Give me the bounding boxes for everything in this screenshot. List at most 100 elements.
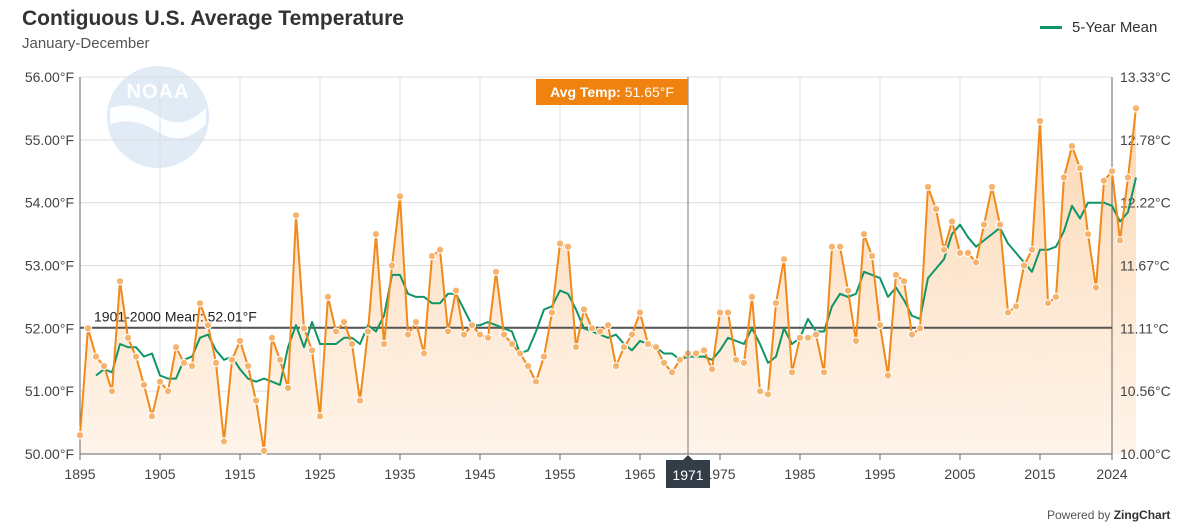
annual-point bbox=[947, 217, 957, 226]
annual-point bbox=[555, 239, 565, 248]
annual-point bbox=[403, 330, 413, 339]
annual-point bbox=[635, 308, 645, 317]
annual-point bbox=[979, 220, 989, 229]
annual-point bbox=[675, 355, 685, 364]
y-tick-label: 55.00°F bbox=[25, 132, 74, 148]
annual-point bbox=[1107, 167, 1117, 176]
annual-point bbox=[267, 333, 277, 342]
annual-point bbox=[1123, 173, 1133, 182]
annual-point bbox=[923, 182, 933, 192]
x-tick-label: 1945 bbox=[464, 466, 495, 482]
annual-point bbox=[131, 352, 141, 361]
annual-point bbox=[883, 371, 893, 380]
annual-point bbox=[1067, 142, 1077, 151]
legend-label-5-year-mean: 5-Year Mean bbox=[1072, 19, 1158, 36]
annual-point bbox=[827, 242, 837, 251]
annual-point bbox=[963, 248, 973, 257]
annual-point bbox=[283, 383, 293, 393]
annual-point bbox=[771, 299, 781, 308]
annual-point bbox=[659, 358, 669, 367]
annual-point bbox=[411, 317, 421, 327]
annual-point bbox=[1027, 245, 1037, 254]
annual-point bbox=[355, 396, 365, 405]
annual-point bbox=[1059, 173, 1069, 182]
annual-point bbox=[1003, 308, 1013, 317]
annual-point bbox=[739, 358, 749, 367]
annual-point bbox=[275, 355, 285, 364]
legend-item-5-year-mean[interactable]: 5-Year Mean bbox=[1040, 19, 1157, 36]
annual-point bbox=[171, 343, 181, 352]
x-tick-label: 1925 bbox=[304, 466, 335, 482]
reference-line-label: 1901-2000 Mean: 52.01°F bbox=[94, 309, 257, 325]
annual-point bbox=[179, 358, 189, 367]
annual-point bbox=[971, 258, 981, 267]
annual-point bbox=[507, 339, 517, 349]
annual-point bbox=[243, 361, 253, 371]
y-tick-label: 53.00°F bbox=[25, 258, 74, 274]
annual-point bbox=[227, 355, 237, 364]
powered-by[interactable]: Powered by ZingChart bbox=[1047, 508, 1170, 522]
annual-area-fill bbox=[80, 108, 1136, 455]
annual-point bbox=[891, 270, 901, 279]
annual-point bbox=[939, 245, 949, 254]
annual-point bbox=[475, 330, 485, 339]
annual-point bbox=[323, 292, 333, 301]
powered-prefix: Powered by bbox=[1047, 508, 1114, 522]
y2-tick-label: 10.56°C bbox=[1120, 383, 1171, 399]
annual-point bbox=[1083, 230, 1093, 239]
legend-swatch-5-year-mean bbox=[1040, 26, 1062, 29]
x-tick-label: 1975 bbox=[704, 466, 735, 482]
crosshair-x-label-box bbox=[666, 460, 710, 488]
annual-point bbox=[867, 252, 877, 261]
annual-point bbox=[835, 242, 845, 251]
annual-point bbox=[363, 327, 373, 336]
y-tick-label: 54.00°F bbox=[25, 195, 74, 211]
annual-point bbox=[995, 220, 1005, 229]
annual-point bbox=[643, 339, 653, 349]
y2-tick-label: 12.78°C bbox=[1120, 132, 1171, 148]
annual-point bbox=[187, 361, 197, 371]
annual-point bbox=[1091, 283, 1101, 292]
annual-point bbox=[811, 330, 821, 339]
annual-point bbox=[139, 380, 149, 389]
x-tick-label: 1995 bbox=[864, 466, 895, 482]
annual-point bbox=[691, 349, 701, 358]
annual-point bbox=[451, 286, 461, 295]
annual-point bbox=[339, 317, 349, 327]
annual-point bbox=[99, 361, 109, 371]
annual-point bbox=[443, 327, 453, 336]
noaa-logo-text: NOAA bbox=[127, 81, 190, 103]
annual-point bbox=[115, 277, 125, 286]
annual-point bbox=[299, 324, 309, 333]
annual-point bbox=[611, 361, 621, 371]
annual-point bbox=[107, 387, 117, 396]
annual-point bbox=[955, 248, 965, 257]
annual-point bbox=[331, 327, 341, 336]
annual-point bbox=[707, 365, 717, 374]
chart-title-text: Contiguous U.S. Average Temperature bbox=[22, 7, 404, 30]
crosshair: 1971 Avg Temp: 51.65°F bbox=[536, 77, 710, 488]
y-tick-label: 50.00°F bbox=[25, 446, 74, 462]
annual-point bbox=[667, 368, 677, 377]
annual-point bbox=[987, 182, 997, 192]
x-tick-label: 2024 bbox=[1096, 466, 1127, 482]
annual-point bbox=[1019, 261, 1029, 270]
annual-point bbox=[699, 346, 709, 355]
y2-tick-label: 11.67°C bbox=[1120, 258, 1170, 274]
annual-point bbox=[539, 352, 549, 361]
annual-point bbox=[163, 387, 173, 396]
annual-point bbox=[747, 292, 757, 301]
annual-point bbox=[547, 308, 557, 317]
annual-point bbox=[763, 390, 773, 399]
annual-point bbox=[579, 305, 589, 314]
annual-point bbox=[387, 261, 397, 270]
annual-point bbox=[715, 308, 725, 317]
annual-point bbox=[563, 242, 573, 251]
annual-point bbox=[1051, 292, 1061, 301]
crosshair-x-label: 1971 bbox=[672, 467, 703, 483]
x-tick-label: 1955 bbox=[544, 466, 575, 482]
x-tick-label: 1915 bbox=[224, 466, 255, 482]
annual-point bbox=[1099, 176, 1109, 185]
annual-point bbox=[147, 412, 157, 421]
